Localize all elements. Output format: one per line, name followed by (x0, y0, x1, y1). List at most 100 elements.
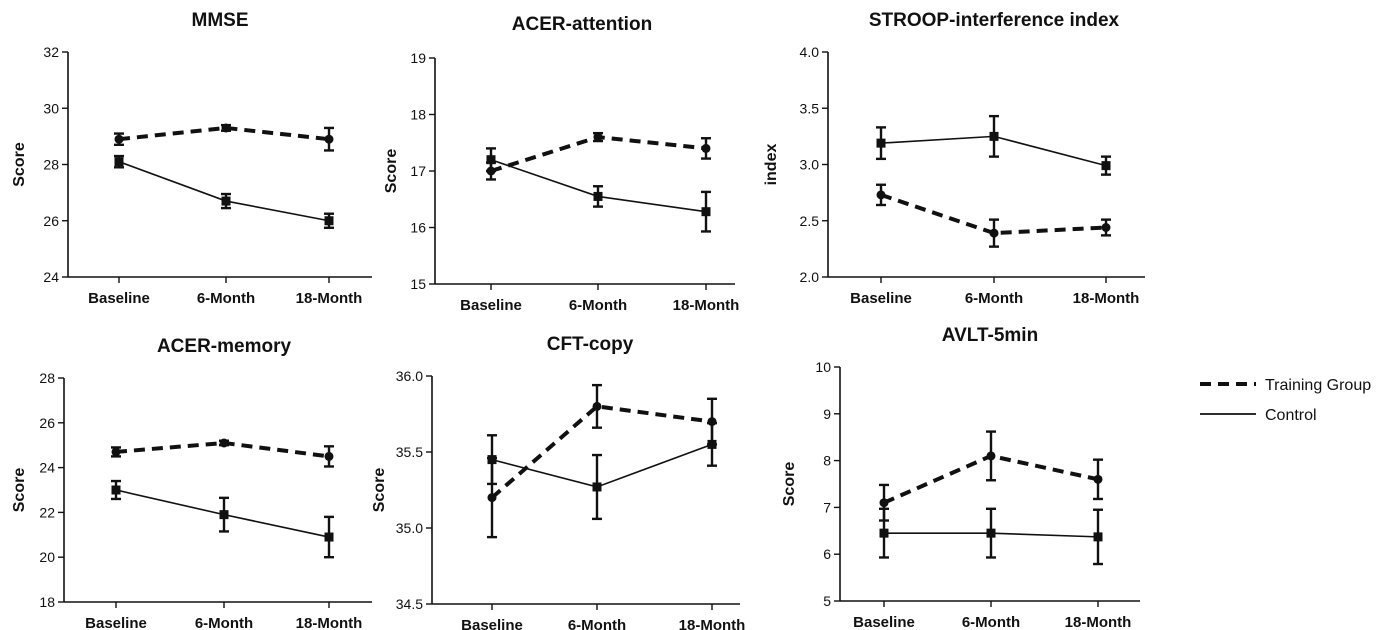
data-point (1093, 532, 1103, 542)
x-tick-label: 18-Month (296, 615, 363, 630)
y-tick-label: 16 (410, 220, 426, 236)
y-axis-label: Score (11, 142, 28, 187)
y-tick-label: 18 (410, 107, 426, 123)
data-point (221, 123, 231, 133)
data-point (221, 196, 231, 206)
x-tick-label: 18-Month (296, 290, 363, 307)
y-axis-label: Score (11, 468, 28, 513)
series-line (490, 404, 713, 500)
data-point (989, 131, 999, 141)
series-training-group (876, 183, 1111, 248)
y-tick-label: 32 (43, 44, 59, 60)
y-tick-label: 36.0 (396, 368, 423, 384)
data-point (701, 207, 711, 217)
data-point (701, 143, 711, 153)
y-axis-label: index (763, 144, 780, 186)
data-point (986, 528, 996, 538)
x-tick-label: Baseline (88, 290, 150, 307)
y-tick-label: 2.0 (800, 269, 820, 285)
data-point (879, 528, 889, 538)
data-point (593, 132, 603, 142)
y-tick-label: 24 (43, 269, 59, 285)
data-point (219, 438, 229, 448)
data-point (114, 134, 124, 144)
x-tick-label: Baseline (460, 297, 522, 314)
x-tick-label: Baseline (850, 290, 912, 307)
series-training-group (487, 383, 717, 539)
x-tick-label: 18-Month (1065, 614, 1132, 630)
legend: Training Group Control (1200, 377, 1371, 424)
y-tick-label: 35.5 (396, 444, 423, 460)
chart-title: STROOP-interference index (869, 10, 1120, 31)
x-tick-label: 18-Month (673, 297, 740, 314)
data-point (114, 157, 124, 167)
y-tick-label: 4.0 (800, 44, 820, 60)
data-point (324, 216, 334, 226)
x-tick-label: Baseline (461, 617, 523, 630)
y-tick-label: 30 (43, 100, 59, 116)
data-point (876, 190, 886, 200)
data-point (707, 439, 717, 449)
data-point (487, 493, 497, 503)
y-axis-label: Score (781, 462, 798, 507)
series-training-group (879, 430, 1103, 522)
data-point (1101, 161, 1111, 171)
y-tick-label: 24 (39, 460, 55, 476)
x-tick-label: Baseline (853, 614, 915, 630)
chart-title: CFT-copy (547, 334, 634, 355)
series-control (111, 479, 334, 559)
series-line (880, 192, 1107, 236)
data-point (219, 510, 229, 520)
data-point (876, 138, 886, 148)
x-tick-label: 18-Month (1073, 290, 1140, 307)
y-tick-label: 28 (39, 370, 55, 386)
chart-title: MMSE (192, 10, 249, 31)
y-tick-label: 28 (43, 157, 59, 173)
y-axis-label: Score (371, 468, 388, 513)
data-point (111, 485, 121, 495)
y-tick-label: 7 (823, 499, 831, 515)
x-tick-label: 6-Month (962, 614, 1020, 630)
series-control (876, 114, 1111, 176)
data-point (593, 191, 603, 201)
y-tick-label: 2.5 (800, 213, 820, 229)
data-point (324, 451, 334, 461)
x-tick-label: 6-Month (195, 615, 253, 630)
chart-title: ACER-attention (512, 14, 652, 35)
data-point (324, 532, 334, 542)
data-point (1093, 474, 1103, 484)
legend-label-control: Control (1265, 407, 1317, 424)
x-tick-label: 6-Month (965, 290, 1023, 307)
x-tick-label: 6-Month (569, 297, 627, 314)
chart-title: AVLT-5min (942, 325, 1038, 346)
chart-panel-4: ACER-memory Score 18 20 22 24 26 28 Baseline 6-Mo… (11, 336, 372, 630)
data-point (487, 455, 497, 465)
series-training-group (114, 123, 334, 152)
chart-panel-5: CFT-copy Score 34.5 35.0 35.5 36.0 Baseline 6-M… (371, 334, 745, 630)
chart-panel-1: MMSE Score 24 26 28 30 32 Baseline 6-Month 18-Mon… (11, 10, 372, 307)
data-point (592, 482, 602, 492)
x-tick-label: Baseline (85, 615, 147, 630)
x-tick-label: 6-Month (197, 290, 255, 307)
y-tick-label: 35.0 (396, 520, 423, 536)
x-tick-label: 6-Month (568, 617, 626, 630)
data-point (592, 401, 602, 411)
series-control (114, 154, 334, 229)
series-training-group (111, 438, 334, 468)
y-axis-label: Score (383, 149, 400, 194)
legend-label-training: Training Group (1265, 377, 1371, 394)
y-tick-label: 3.5 (800, 100, 820, 116)
series-line (118, 160, 330, 222)
data-point (986, 451, 996, 461)
data-point (879, 498, 889, 508)
series-line (491, 443, 713, 488)
chart-panels: MMSE Score 24 26 28 30 32 Baseline 6-Month 18-Mon… (11, 10, 1145, 630)
y-tick-label: 22 (39, 504, 55, 520)
x-tick-label: 18-Month (679, 617, 746, 630)
data-point (324, 134, 334, 144)
series-control (487, 421, 717, 521)
y-tick-label: 3.0 (800, 157, 820, 173)
y-tick-label: 5 (823, 593, 831, 609)
chart-title: ACER-memory (157, 336, 292, 357)
